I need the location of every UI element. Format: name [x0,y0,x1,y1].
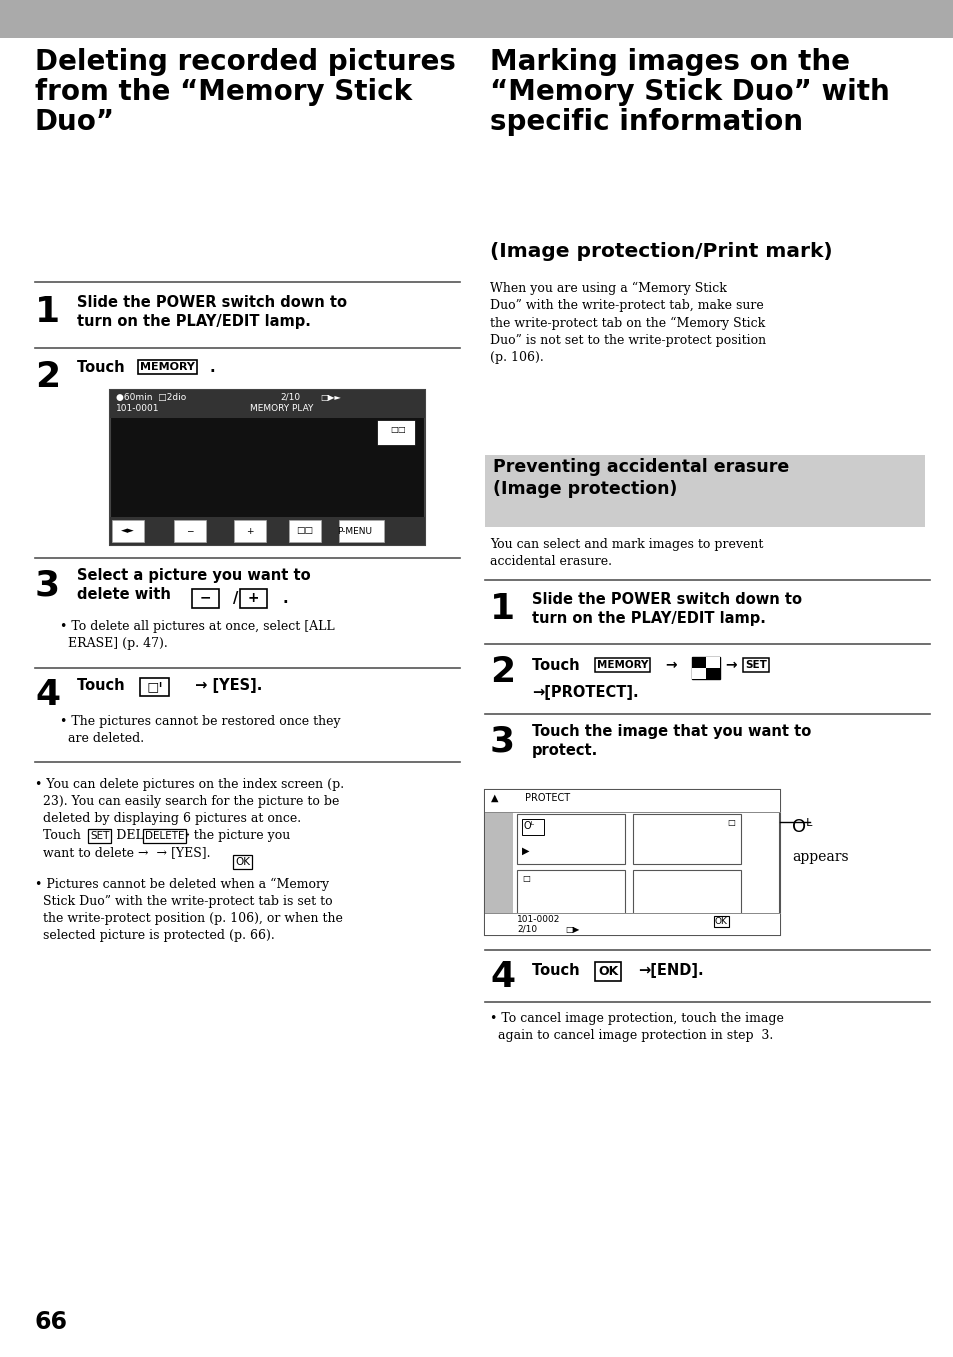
Text: .: . [283,592,289,607]
Text: SET: SET [744,660,766,670]
Text: When you are using a “Memory Stick
Duo” with the write-protect tab, make sure
th: When you are using a “Memory Stick Duo” … [490,282,765,364]
Text: −: − [194,592,216,605]
Text: OK: OK [714,917,727,925]
Text: Slide the POWER switch down to
turn on the PLAY/EDIT lamp.: Slide the POWER switch down to turn on t… [77,294,347,330]
Bar [110,517,424,546]
Text: +: + [246,527,253,536]
Text: ●60min  □2dio: ●60min □2dio [116,394,186,402]
Bar [521,820,543,835]
Text: Touch the image that you want to
protect.: Touch the image that you want to protect… [532,725,810,759]
Bar [338,520,384,541]
Text: appears: appears [791,849,848,864]
Text: 3: 3 [490,725,515,759]
Text: □▶►: □▶► [319,394,340,402]
Text: ▶: ▶ [521,845,529,856]
Text: 1: 1 [490,592,515,626]
Text: P-MENU: P-MENU [337,527,372,536]
Text: ▲: ▲ [491,792,498,803]
Text: 101-0001: 101-0001 [116,404,159,413]
Text: DELETE: DELETE [145,830,184,841]
Text: 4: 4 [490,959,515,993]
Bar [484,455,924,527]
Text: MEMORY: MEMORY [140,362,194,372]
Bar [517,814,624,864]
Bar [484,811,513,913]
Text: PROTECT: PROTECT [524,792,570,803]
Text: □ᴵ: □ᴵ [143,680,166,693]
Text: 2: 2 [490,655,515,689]
Bar [484,790,780,935]
Text: SET: SET [90,830,110,841]
Text: ◄►: ◄► [121,527,134,536]
Text: MEMORY PLAY: MEMORY PLAY [250,404,313,413]
Text: Marking images on the
“Memory Stick Duo” with
specific information: Marking images on the “Memory Stick Duo”… [490,47,889,137]
Text: 2/10: 2/10 [280,394,300,402]
Text: Oᴸ: Oᴸ [523,821,535,830]
Bar [173,520,206,541]
Text: 66: 66 [35,1310,68,1334]
Text: 101-0002: 101-0002 [517,915,559,924]
Bar [110,389,424,418]
Text: Slide the POWER switch down to
turn on the PLAY/EDIT lamp.: Slide the POWER switch down to turn on t… [532,592,801,626]
Text: • To delete all pictures at once, select [ALL
  ERASE] (p. 47).: • To delete all pictures at once, select… [60,620,335,650]
Bar [691,668,705,678]
Text: →: → [664,658,676,672]
Text: OK: OK [234,858,250,867]
Bar [633,870,740,920]
Text: Select a picture you want to
delete with: Select a picture you want to delete with [77,569,311,603]
Text: →[PROTECT].: →[PROTECT]. [532,685,638,700]
Bar [289,520,320,541]
Text: 4: 4 [35,678,60,712]
Text: 3: 3 [35,569,60,603]
Text: −: − [186,527,193,536]
Text: 1: 1 [35,294,60,328]
Bar [233,520,266,541]
Text: □: □ [726,818,734,826]
Bar [705,657,720,668]
Text: Touch: Touch [532,658,584,673]
Text: You can select and mark images to prevent
accidental erasure.: You can select and mark images to preven… [490,537,762,569]
Text: Touch: Touch [77,678,130,693]
Text: • You can delete pictures on the index screen (p.
  23). You can easily search f: • You can delete pictures on the index s… [35,778,344,859]
Text: • To cancel image protection, touch the image
  again to cancel image protection: • To cancel image protection, touch the … [490,1012,783,1042]
Bar [0,0,953,38]
Text: • The pictures cannot be restored once they
  are deleted.: • The pictures cannot be restored once t… [60,715,340,745]
Bar [705,668,720,678]
Text: Oᴸ: Oᴸ [791,818,812,836]
Text: □□: □□ [296,527,314,536]
Text: • Pictures cannot be deleted when a “Memory
  Stick Duo” with the write-protect : • Pictures cannot be deleted when a “Mem… [35,878,342,942]
Text: +: + [243,592,264,605]
Text: Touch: Touch [77,360,130,375]
Bar [376,421,415,445]
Text: Touch: Touch [532,963,584,978]
Text: (Image protection/Print mark): (Image protection/Print mark) [490,242,832,261]
Text: □□: □□ [390,425,405,434]
Bar [633,814,740,864]
Bar [517,870,624,920]
Text: .: . [210,360,215,375]
Bar [112,520,144,541]
Text: Deleting recorded pictures
from the “Memory Stick
Duo”: Deleting recorded pictures from the “Mem… [35,47,456,137]
Text: → [YES].: → [YES]. [190,678,262,693]
Text: 2: 2 [35,360,60,394]
Bar [691,657,720,678]
Text: 2/10: 2/10 [517,925,537,934]
Text: /: / [233,592,238,607]
Text: OK: OK [598,965,618,978]
Bar [484,790,780,811]
Bar [110,389,424,546]
Text: □▶: □▶ [564,925,578,934]
Text: →: → [724,658,736,672]
Bar [484,913,780,935]
Bar [691,657,705,668]
Text: Preventing accidental erasure
(Image protection): Preventing accidental erasure (Image pro… [493,459,788,498]
Text: □: □ [521,874,529,883]
Text: MEMORY: MEMORY [597,660,648,670]
Text: →[END].: →[END]. [638,963,703,978]
